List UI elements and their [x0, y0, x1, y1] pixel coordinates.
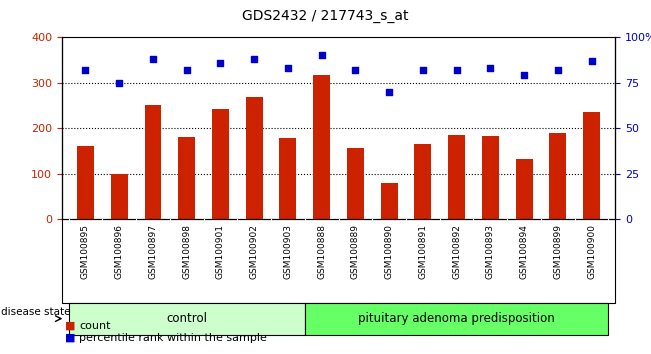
Bar [549, 133, 566, 219]
Point [553, 67, 563, 73]
Text: GSM100891: GSM100891 [419, 224, 427, 279]
Point [350, 67, 361, 73]
Point [215, 60, 226, 65]
Point [148, 56, 158, 62]
Bar [212, 109, 229, 219]
Text: GSM100899: GSM100899 [553, 224, 562, 279]
Text: GSM100893: GSM100893 [486, 224, 495, 279]
Text: GSM100895: GSM100895 [81, 224, 90, 279]
Text: GSM100900: GSM100900 [587, 224, 596, 279]
Text: GSM100888: GSM100888 [317, 224, 326, 279]
Text: GSM100892: GSM100892 [452, 224, 461, 279]
Bar [111, 174, 128, 219]
Point [384, 89, 395, 95]
Bar [245, 97, 262, 219]
Text: GSM100894: GSM100894 [519, 224, 529, 279]
Bar [448, 135, 465, 219]
Point [587, 58, 597, 64]
Point [485, 65, 495, 71]
Text: disease state: disease state [1, 307, 71, 317]
Text: GSM100898: GSM100898 [182, 224, 191, 279]
Point [114, 80, 124, 86]
Text: GSM100896: GSM100896 [115, 224, 124, 279]
Bar [313, 75, 330, 219]
Bar [347, 148, 364, 219]
Text: GDS2432 / 217743_s_at: GDS2432 / 217743_s_at [242, 9, 409, 23]
Text: pituitary adenoma predisposition: pituitary adenoma predisposition [358, 312, 555, 325]
Text: GSM100902: GSM100902 [250, 224, 258, 279]
Text: GSM100901: GSM100901 [216, 224, 225, 279]
Bar [77, 145, 94, 219]
Bar [145, 105, 161, 219]
Point [519, 73, 529, 78]
Point [418, 67, 428, 73]
Point [283, 65, 293, 71]
Point [80, 67, 90, 73]
Text: GSM100903: GSM100903 [283, 224, 292, 279]
Bar [583, 112, 600, 219]
Point [182, 67, 192, 73]
Text: percentile rank within the sample: percentile rank within the sample [79, 333, 268, 343]
Text: ■: ■ [65, 333, 76, 343]
Bar [516, 159, 533, 219]
Point [451, 67, 462, 73]
Bar [415, 144, 432, 219]
Text: ■: ■ [65, 321, 76, 331]
Point [316, 53, 327, 58]
Text: GSM100889: GSM100889 [351, 224, 360, 279]
Bar [178, 137, 195, 219]
Text: GSM100890: GSM100890 [385, 224, 394, 279]
Bar [482, 136, 499, 219]
Point [249, 56, 259, 62]
Text: GSM100897: GSM100897 [148, 224, 158, 279]
Bar [279, 138, 296, 219]
Bar [381, 183, 398, 219]
Text: count: count [79, 321, 111, 331]
Text: control: control [166, 312, 207, 325]
